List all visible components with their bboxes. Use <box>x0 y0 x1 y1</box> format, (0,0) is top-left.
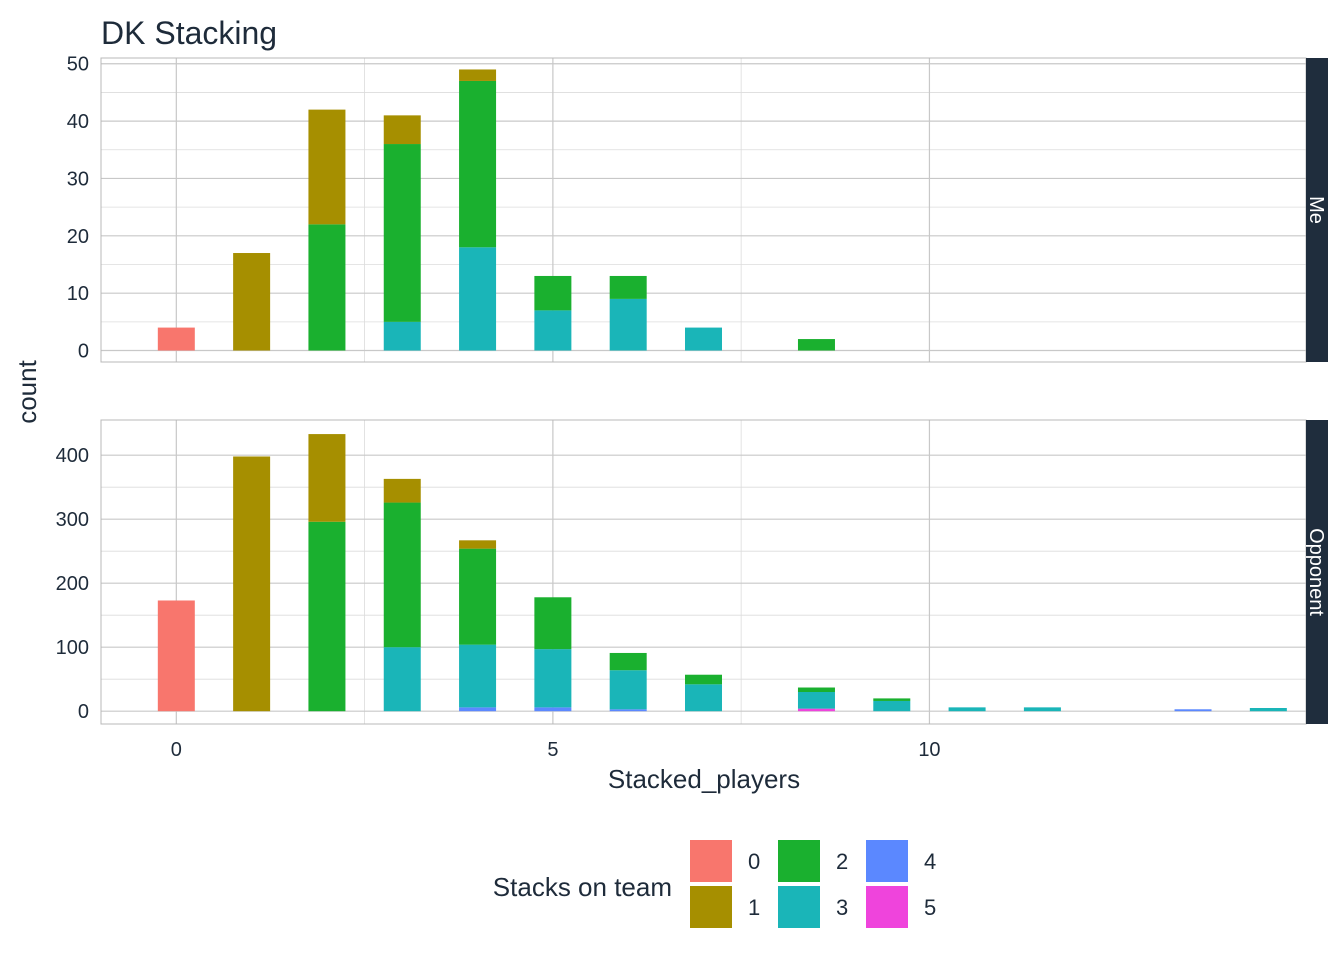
bar-segment <box>459 69 497 81</box>
bar-segment <box>459 80 497 248</box>
bar-segment <box>1249 708 1287 712</box>
facet-label: Me <box>1305 196 1327 224</box>
bar-segment <box>685 674 722 685</box>
bar-segment <box>609 275 647 299</box>
bar-segment <box>233 253 271 351</box>
bar-segment <box>797 687 835 692</box>
y-tick-label: 10 <box>67 283 89 305</box>
bar-segment <box>459 247 497 351</box>
panel-opponent: 0 100 200 300 400 Opponent <box>56 419 1328 725</box>
bar-segment <box>383 115 421 145</box>
y-tick-label: 400 <box>56 445 89 467</box>
bar-segment <box>459 644 497 708</box>
legend-key-label: 4 <box>924 849 936 874</box>
bar-segment <box>1023 707 1061 712</box>
bar-segment <box>873 698 911 701</box>
legend-key-label: 2 <box>836 849 848 874</box>
bar-segment <box>459 548 497 645</box>
x-tick-label: 5 <box>547 739 558 761</box>
legend-key-swatch <box>690 886 732 928</box>
y-tick-label: 300 <box>56 509 89 531</box>
legend-key-swatch <box>778 840 820 882</box>
bar-segment <box>534 597 572 650</box>
bar-segment <box>534 275 572 311</box>
x-tick-label: 0 <box>171 739 182 761</box>
y-tick-label: 200 <box>56 573 89 595</box>
bar-segment <box>948 707 986 712</box>
bar-segment <box>459 540 497 549</box>
bar-segment <box>873 700 911 712</box>
legend: Stacks on team 0 1 2 3 4 5 <box>493 840 936 928</box>
panel-border <box>100 57 1307 363</box>
chart-title: DK Stacking <box>101 15 277 51</box>
bar-segment <box>797 339 835 351</box>
bar-segment <box>797 708 835 712</box>
bar-segment <box>609 652 647 671</box>
bar-segment <box>1174 709 1212 712</box>
legend-key-swatch <box>778 886 820 928</box>
y-tick-label: 30 <box>67 168 89 190</box>
bar-segment <box>233 456 271 712</box>
y-axis-label: count <box>12 359 42 423</box>
bar-segment <box>308 224 346 351</box>
legend-key-swatch <box>866 886 908 928</box>
bar-segment <box>308 521 346 712</box>
bar-segment <box>609 709 647 712</box>
legend-key-label: 3 <box>836 895 848 920</box>
bar-segment <box>383 478 421 503</box>
facet-strip <box>1306 58 1328 362</box>
facet-strip <box>1306 420 1328 724</box>
legend-key-label: 5 <box>924 895 936 920</box>
x-axis-label: Stacked_players <box>608 764 800 794</box>
legend-key-swatch <box>690 840 732 882</box>
bar-segment <box>308 434 346 522</box>
bar-segment <box>685 327 722 351</box>
panels: 0 10 20 30 40 50 Me 0 100 200 300 400 Opponent 0 5 10 <box>56 54 1328 761</box>
x-tick-label: 10 <box>918 739 940 761</box>
y-tick-label: 20 <box>67 226 89 248</box>
bar-segment <box>459 707 497 712</box>
panel-me: 0 10 20 30 40 50 Me <box>67 54 1328 363</box>
bar-segment <box>797 692 835 709</box>
bar-segment <box>534 649 572 708</box>
bar-segment <box>157 600 195 712</box>
facet-label: Opponent <box>1305 528 1327 616</box>
bar-segment <box>383 502 421 648</box>
bar-segment <box>609 298 647 351</box>
bar-segment <box>609 670 647 710</box>
bar-segment <box>383 647 421 712</box>
bar-segment <box>383 144 421 322</box>
y-tick-label: 0 <box>78 701 89 723</box>
bar-segment <box>534 310 572 351</box>
y-tick-label: 50 <box>67 54 89 76</box>
y-tick-label: 40 <box>67 111 89 133</box>
y-tick-label: 100 <box>56 637 89 659</box>
legend-key-label: 0 <box>748 849 760 874</box>
bar-segment <box>157 327 195 351</box>
legend-key-swatch <box>866 840 908 882</box>
legend-title: Stacks on team <box>493 872 672 902</box>
bar-segment <box>308 109 346 225</box>
y-tick-label: 0 <box>78 341 89 363</box>
bar-segment <box>685 684 722 712</box>
bar-segment <box>534 707 572 712</box>
legend-key-label: 1 <box>748 895 760 920</box>
bar-segment <box>383 321 421 351</box>
